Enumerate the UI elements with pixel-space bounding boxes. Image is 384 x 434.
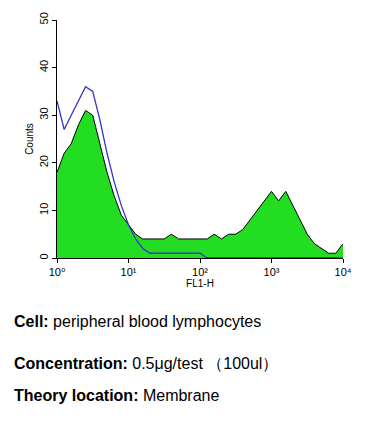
svg-text:Cell: peripheral blood lymphoc: Cell: peripheral blood lymphocytes: [14, 313, 261, 330]
svg-text:Counts: Counts: [24, 123, 35, 155]
svg-text:20: 20: [38, 155, 50, 167]
svg-text:FL1-H: FL1-H: [186, 278, 214, 289]
svg-text:10⁰: 10⁰: [49, 266, 66, 278]
svg-text:40: 40: [38, 60, 50, 72]
svg-text:Concentration: 0.5μg/test （100: Concentration: 0.5μg/test （100ul）: [14, 355, 278, 372]
svg-text:10¹: 10¹: [121, 266, 137, 278]
svg-text:50: 50: [38, 12, 50, 24]
svg-text:10⁴: 10⁴: [335, 266, 352, 278]
svg-text:Theory location: Membrane: Theory location: Membrane: [14, 387, 219, 404]
svg-text:30: 30: [38, 107, 50, 119]
svg-text:10: 10: [38, 203, 50, 215]
svg-text:10³: 10³: [264, 266, 280, 278]
svg-text:0: 0: [38, 253, 50, 259]
svg-text:10²: 10²: [192, 266, 208, 278]
